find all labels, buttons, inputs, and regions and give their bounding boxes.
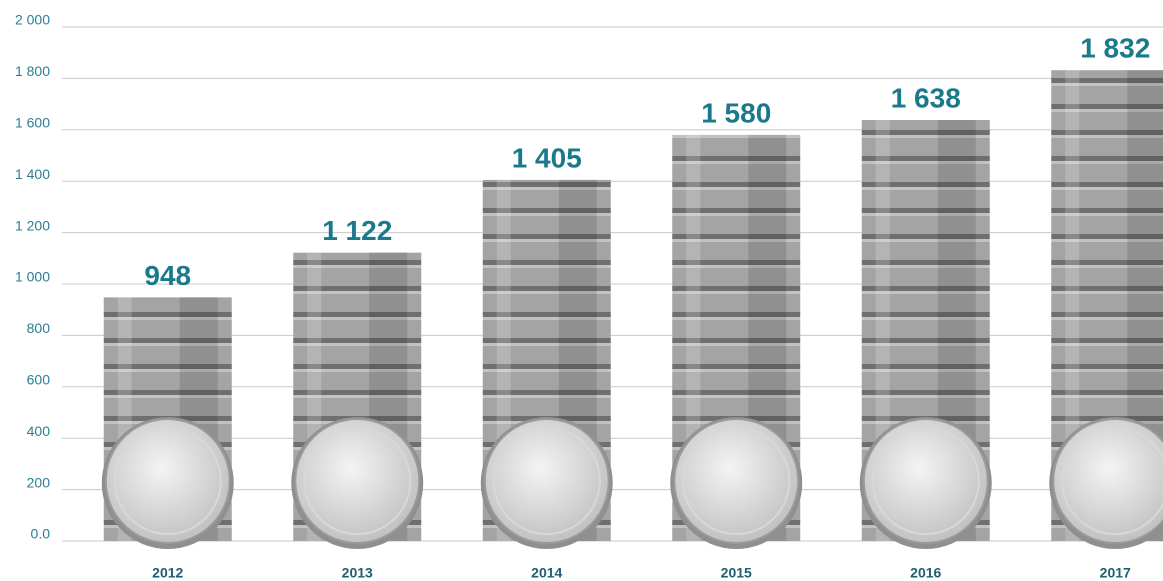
y-tick-label: 1 800 [15,63,50,79]
value-label: 1 122 [322,215,392,246]
x-tick-label: 2016 [910,565,941,581]
coin-face [485,419,609,543]
value-label: 948 [144,260,191,291]
x-tick-label: 2015 [721,565,752,581]
y-tick-label: 800 [27,320,51,336]
value-label: 1 405 [512,142,582,173]
value-label: 1 638 [891,82,961,113]
page: 0.0 200 400 600 800 1 000 1 200 1 400 1 600 1 800… [0,0,1163,581]
y-tick-label: 1 200 [15,217,50,233]
x-tick-label: 2017 [1100,565,1131,581]
y-tick-label: 1 000 [15,269,50,285]
y-tick-label: 600 [27,372,51,388]
y-tick-label: 1 600 [15,115,50,131]
y-tick-label: 200 [27,474,51,490]
y-tick-label: 1 400 [15,166,50,182]
coin-face [864,419,988,543]
x-tick-label: 2013 [342,565,373,581]
coin-face [295,419,419,543]
coin-face [106,419,230,543]
y-tick-label: 0.0 [31,526,51,542]
y-tick-label: 400 [27,423,51,439]
y-tick-label: 2 000 [15,12,50,28]
x-tick-label: 2012 [152,565,183,581]
value-label: 1 580 [701,97,771,128]
coin-face [674,419,798,543]
chart: 0.0 200 400 600 800 1 000 1 200 1 400 1 600 1 800… [0,0,1163,581]
x-tick-label: 2014 [531,565,562,581]
value-label: 1 832 [1080,33,1150,64]
